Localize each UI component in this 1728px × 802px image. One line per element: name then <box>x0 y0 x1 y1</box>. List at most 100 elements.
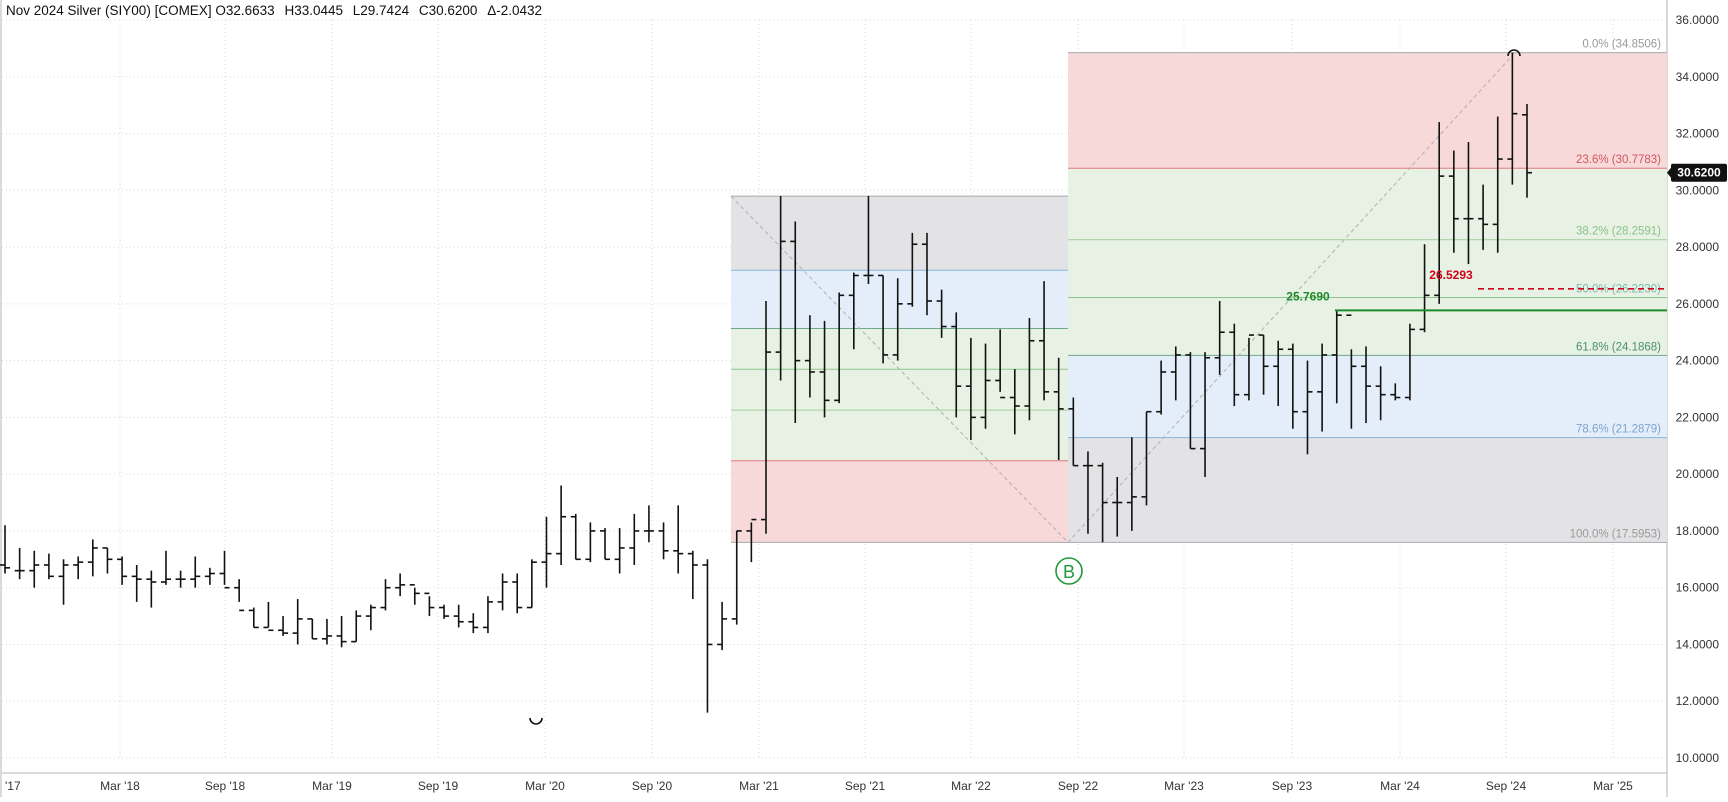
fib-retracement-right: 0.0% (34.8506) 23.6% (30.7783) 38.2% (28.2… <box>1068 39 1667 543</box>
ohlc-bar <box>1068 397 1079 467</box>
ohlc-bar <box>687 550 698 600</box>
ohlc-bar <box>1185 352 1196 450</box>
ohlc-bar <box>965 337 976 441</box>
ohlc-bar <box>1302 360 1313 455</box>
ohlc-bar <box>424 592 435 617</box>
ohlc-bar <box>673 505 684 574</box>
x-tick-label: Mar '20 <box>525 779 565 793</box>
ohlc-bar <box>482 596 493 634</box>
y-tick-label: 12.0000 <box>1676 694 1720 708</box>
y-tick-label: 30.0000 <box>1676 183 1720 197</box>
circled-marker-label: B <box>1063 562 1075 582</box>
green-level-label: 25.7690 <box>1286 289 1330 303</box>
ohlc-bar <box>1126 437 1137 531</box>
open-label: O <box>215 3 226 18</box>
ohlc-bar <box>1331 309 1342 404</box>
ohlc-bar <box>1507 52 1518 185</box>
ohlc-bar <box>658 522 669 560</box>
fib-zone <box>1068 168 1667 356</box>
ohlc-bar <box>790 221 801 424</box>
y-tick-label: 22.0000 <box>1676 410 1720 424</box>
y-tick-label: 16.0000 <box>1676 581 1720 595</box>
change-value: -2.0432 <box>496 3 543 18</box>
fib-zone <box>1068 52 1667 169</box>
ohlc-bar <box>146 570 157 608</box>
red-level-label: 26.5293 <box>1429 268 1473 282</box>
fib-zone <box>731 460 1068 543</box>
x-tick-label: Mar '25 <box>1593 779 1633 793</box>
ohlc-bar <box>1346 314 1357 429</box>
x-tick-label: Mar '18 <box>100 779 140 793</box>
ohlc-bar <box>878 274 889 364</box>
ohlc-bar <box>643 505 654 543</box>
ohlc-bar <box>497 573 508 611</box>
ohlc-bar <box>1229 323 1240 407</box>
ohlc-bar <box>717 601 728 651</box>
ohlc-bar <box>1258 334 1269 395</box>
ohlc-bar <box>804 315 815 398</box>
ohlc-bar <box>995 329 1006 399</box>
y-tick-label: 18.0000 <box>1676 524 1720 538</box>
change-label: Δ <box>487 3 497 18</box>
x-tick-label: Sep '20 <box>632 779 673 793</box>
ohlc-bar <box>29 550 40 588</box>
y-tick-label: 34.0000 <box>1676 70 1720 84</box>
ohlc-bar <box>87 539 98 577</box>
ohlc-bar <box>1478 184 1489 250</box>
ohlc-bar <box>775 195 786 381</box>
fib-trendline-right <box>1067 52 1516 543</box>
ohlc-bar <box>980 343 991 429</box>
ohlc-bar <box>1375 366 1386 421</box>
ohlc-bar <box>117 556 128 585</box>
high-value: 33.0445 <box>294 3 343 18</box>
ohlc-bar <box>321 618 332 645</box>
ohlc-bar <box>936 289 947 338</box>
last-price-badge <box>1671 163 1727 182</box>
ohlc-bar <box>1448 150 1459 253</box>
ohlc-bar <box>541 516 552 588</box>
ohlc-bar <box>175 570 186 588</box>
ohlc-bar <box>1419 244 1430 333</box>
y-tick-label: 24.0000 <box>1676 354 1720 368</box>
ohlc-bar <box>1463 142 1474 265</box>
y-tick-label: 10.0000 <box>1676 751 1720 765</box>
low-value: 29.7424 <box>360 3 410 18</box>
ohlc-bar <box>439 604 450 619</box>
last-price-pointer <box>1667 167 1671 178</box>
y-tick-label: 26.0000 <box>1676 297 1720 311</box>
open-value: 32.6633 <box>225 3 275 18</box>
ohlc-bar <box>14 547 25 580</box>
swing-high-marker <box>1507 49 1521 57</box>
ohlc-bar <box>1243 334 1254 401</box>
ohlc-bar <box>380 579 391 611</box>
ohlc-bar <box>512 573 523 614</box>
ohlc-bar <box>526 559 537 609</box>
ohlc-bar <box>292 599 303 645</box>
ohlc-bar <box>43 553 54 580</box>
ohlc-bar <box>1390 383 1401 401</box>
x-tick-label: Mar '22 <box>951 779 991 793</box>
ohlc-bar <box>1287 343 1298 429</box>
fib-level-label: 38.2% (28.2591) <box>1576 226 1661 238</box>
ohlc-bar <box>248 607 259 629</box>
fib-retracement-left: 100.0% (29.7932)78.6% (27.1828)61.8% (25… <box>731 182 1166 543</box>
ohlc-bar <box>409 584 420 605</box>
ohlc-bar <box>570 513 581 561</box>
y-tick-label: 28.0000 <box>1676 240 1720 254</box>
ohlc-bar <box>1273 340 1284 407</box>
ohlc-bar <box>395 573 406 597</box>
ohlc-bar <box>336 616 347 648</box>
ohlc-bar <box>1097 462 1108 543</box>
ohlc-bar <box>1361 346 1372 424</box>
fib-zone <box>731 328 1068 461</box>
y-tick-label: 36.0000 <box>1676 13 1720 27</box>
swing-low-marker <box>529 717 543 725</box>
ohlc-bar <box>556 485 567 565</box>
ohlc-bar <box>1141 410 1152 506</box>
ohlc-bar <box>1522 104 1532 198</box>
close-label: C <box>418 3 429 18</box>
ohlc-bar <box>863 195 874 284</box>
low-label: L <box>352 3 361 18</box>
